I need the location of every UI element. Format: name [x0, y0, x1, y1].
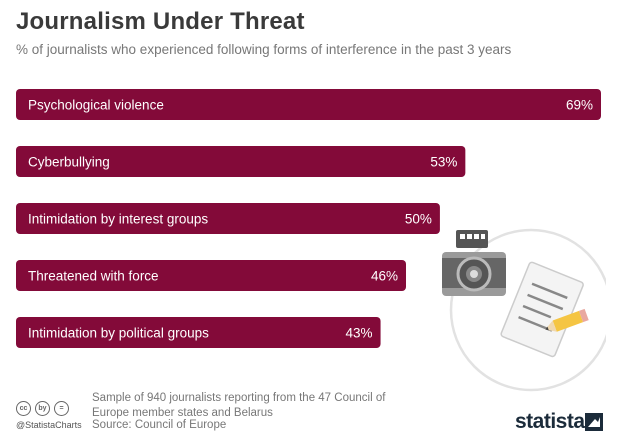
cc-license-icon[interactable]: cc [16, 401, 31, 416]
category-label: Intimidation by political groups [28, 326, 209, 341]
twitter-handle[interactable]: @StatistaCharts [16, 420, 82, 430]
license-icons[interactable]: cc by = [16, 401, 69, 416]
value-label: 46% [371, 269, 398, 284]
camera-icon [442, 230, 506, 296]
value-label: 50% [405, 212, 432, 227]
value-label: 69% [566, 98, 593, 113]
bar [16, 317, 381, 348]
chart-subtitle: % of journalists who experienced followi… [16, 42, 512, 57]
category-label: Intimidation by interest groups [28, 212, 208, 227]
pencil-icon [545, 308, 589, 332]
value-label: 53% [430, 155, 457, 170]
value-label: 43% [346, 326, 373, 341]
bar [16, 89, 601, 120]
statista-logo-icon [585, 413, 603, 431]
attribution-icon[interactable]: by [35, 401, 50, 416]
statista-logo[interactable]: statista [515, 410, 585, 433]
source-link[interactable]: Source: Council of Europe [92, 419, 227, 431]
illustration-circle [449, 228, 606, 392]
no-derivatives-icon[interactable]: = [54, 401, 69, 416]
category-label: Psychological violence [28, 98, 164, 113]
category-label: Threatened with force [28, 269, 159, 284]
camera-notepad-illustration [442, 228, 606, 392]
bar [16, 260, 406, 291]
category-label: Cyberbullying [28, 155, 110, 170]
chart-title: Journalism Under Threat [16, 8, 305, 35]
bar [16, 146, 466, 177]
bar-chart: Psychological violence 69% Cyberbullying 53… [16, 89, 601, 348]
bar [16, 203, 440, 234]
footer-note: Sample of 940 journalists reporting from… [92, 392, 386, 419]
